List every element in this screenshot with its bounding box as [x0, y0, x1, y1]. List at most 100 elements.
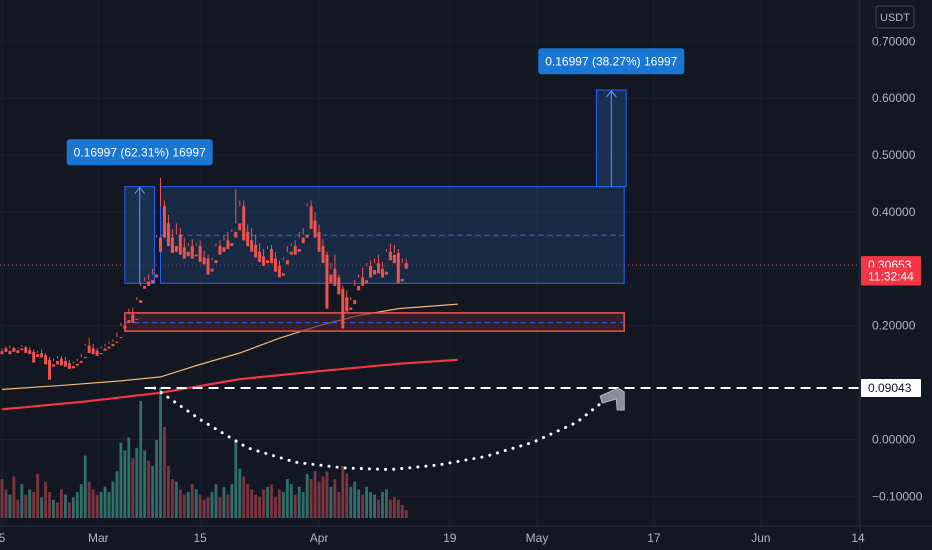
volume-bar [159, 388, 162, 518]
volume-bar [40, 497, 44, 518]
candle-body [369, 266, 373, 278]
volume-bar [12, 476, 16, 518]
candle-body [0, 351, 4, 355]
candle-body [353, 300, 357, 305]
volume-bar [170, 479, 174, 518]
candle-body [376, 263, 380, 274]
candle-body [4, 348, 8, 352]
candle-body [166, 223, 170, 247]
volume-bar [392, 497, 396, 518]
volume-bar [115, 471, 119, 518]
candlestick-series [0, 177, 408, 380]
volume-bar [131, 458, 135, 518]
time-tick-label: 5 [0, 531, 6, 545]
volume-bar [353, 481, 357, 518]
currency-badge[interactable]: USDT [875, 5, 915, 29]
volume-bar [206, 497, 210, 518]
currency-badge-box[interactable] [875, 5, 915, 29]
candle-body [262, 256, 266, 266]
candle-body [226, 240, 230, 249]
candle-body [155, 274, 159, 278]
measure-label-left-box[interactable] [66, 139, 213, 166]
volume-bar [32, 492, 36, 518]
measure-label-right: 0.16997 (38.27%) 16997 [545, 54, 677, 68]
measure-box-left-arrow-head [134, 186, 146, 194]
volume-bar [369, 492, 372, 518]
candle-body [289, 251, 293, 255]
volume-bar [230, 484, 234, 518]
volume-bar [60, 489, 63, 518]
volume-bar [194, 489, 198, 518]
candle-body [202, 257, 206, 265]
candle-body [151, 280, 155, 284]
volume-bar [222, 486, 226, 518]
volume-bar [44, 481, 48, 518]
candle-body [206, 258, 210, 275]
drawing-overlays[interactable] [0, 89, 860, 411]
candle-body [103, 348, 107, 351]
volume-bar [281, 492, 285, 518]
volume-bar [337, 492, 341, 518]
volume-bar [321, 476, 325, 518]
time-axis[interactable]: 5 Mar 15 Apr 19 May 17 Jun 14 [0, 525, 932, 545]
candle-body [321, 246, 325, 264]
volume-bar [242, 476, 246, 518]
candle-body [349, 307, 353, 310]
volume-bar [28, 489, 32, 518]
candle-body [20, 348, 24, 351]
measure-label-right-box[interactable] [538, 48, 685, 75]
candle-body [230, 243, 234, 247]
candle-body [186, 251, 190, 257]
volume-bar [345, 473, 349, 518]
volume-bar [56, 502, 59, 518]
volume-bar [329, 486, 333, 518]
candle-body [75, 363, 79, 366]
candle-body [404, 263, 408, 269]
volume-bar [285, 479, 289, 518]
projection-overlays[interactable] [0, 386, 860, 472]
volume-bar [36, 473, 40, 518]
measure-labels[interactable]: 0.16997 (62.31%) 16997 0.16997 (38.27%) 1… [66, 48, 685, 166]
volume-bar [111, 481, 115, 518]
volume-bar [293, 494, 297, 518]
candle-body [337, 277, 341, 295]
price-axis[interactable]: 0.70000 0.60000 0.50000 0.40000 0.20000 0.000… [872, 34, 923, 503]
volume-bar [163, 427, 166, 518]
volume-bar [127, 437, 131, 518]
volume-bar [404, 510, 408, 518]
volume-bar [309, 479, 313, 518]
candle-body [396, 252, 400, 284]
candle-body [63, 360, 67, 367]
candle-body [48, 359, 52, 380]
volume-bar [182, 494, 186, 518]
volume-bar [91, 489, 95, 518]
volume-bar [75, 492, 79, 518]
volume-bar [87, 481, 91, 518]
volume-bar [107, 492, 111, 518]
candle-body [182, 247, 186, 259]
candle-body [190, 246, 194, 259]
candle-body [301, 237, 305, 244]
candle-body [325, 254, 329, 309]
volume-bar [202, 499, 206, 518]
candle-body [400, 279, 404, 282]
volume-bar [83, 455, 87, 518]
volume-bar [246, 484, 250, 518]
volume-bar [301, 492, 305, 518]
candle-body [341, 288, 345, 329]
price-tag-box [861, 267, 921, 286]
candle-body [127, 320, 131, 323]
volume-bar [139, 401, 143, 518]
candle-body [313, 220, 317, 238]
volume-bar [0, 479, 4, 518]
candle-body [210, 268, 214, 272]
volume-bar [381, 492, 384, 518]
volume-bar [400, 505, 404, 518]
candle-body [52, 364, 56, 367]
candle-body [79, 360, 83, 363]
time-tick-label: 15 [193, 531, 207, 545]
candle-body [59, 358, 63, 366]
volume-bar [289, 484, 293, 518]
price-tag-label: 0.09043 [868, 381, 912, 395]
